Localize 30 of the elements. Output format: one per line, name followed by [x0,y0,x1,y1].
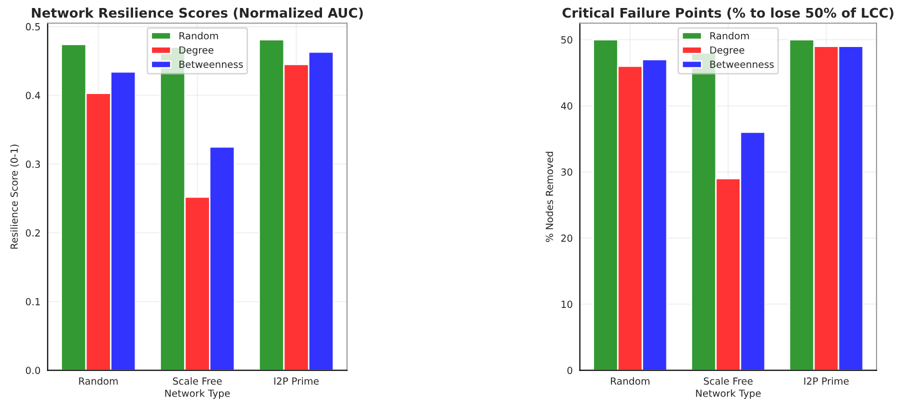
legend-label: Random [179,32,218,40]
x-tick-label: Scale Free [704,377,753,385]
y-tick-label: 0.3 [26,160,40,168]
x-axis-title: Network Type [696,389,761,399]
y-tick-label: 0.5 [26,23,40,30]
legend-label: Degree [710,46,744,56]
y-tick-label: 0.0 [26,366,40,374]
x-tick-label: Scale Free [173,377,222,385]
y-tick-label: 10 [562,300,572,308]
y-tick-label: 50 [561,36,572,44]
chart-title: Critical Failure Points (% to lose 50% of LCC) [562,8,894,20]
y-tick-label: 30 [561,168,572,176]
legend-label: Betweenness [179,60,243,68]
y-axis-title: Resilience Score (0-1) [10,144,19,249]
x-tick-label: I2P Prime [804,377,849,385]
x-tick-label: I2P Prime [274,377,319,385]
y-tick-label: 20 [561,234,572,242]
x-tick-label: Random [79,377,118,385]
y-tick-label: 40 [561,102,572,110]
y-tick-label: 0 [567,366,572,374]
legend-label: Random [710,32,749,40]
chart-title: Network Resilience Scores (Normalized AUC) [32,8,363,20]
legend-label: Degree [179,46,214,56]
x-axis-title: Network Type [165,389,230,399]
y-axis-title: % Nodes Removed [546,152,554,242]
y-tick-label: 0.4 [26,92,40,100]
legend-label: Betweenness [710,60,774,68]
x-tick-label: Random [610,377,650,385]
y-tick-label: 0.2 [26,229,40,237]
y-tick-label: 0.1 [26,298,40,306]
